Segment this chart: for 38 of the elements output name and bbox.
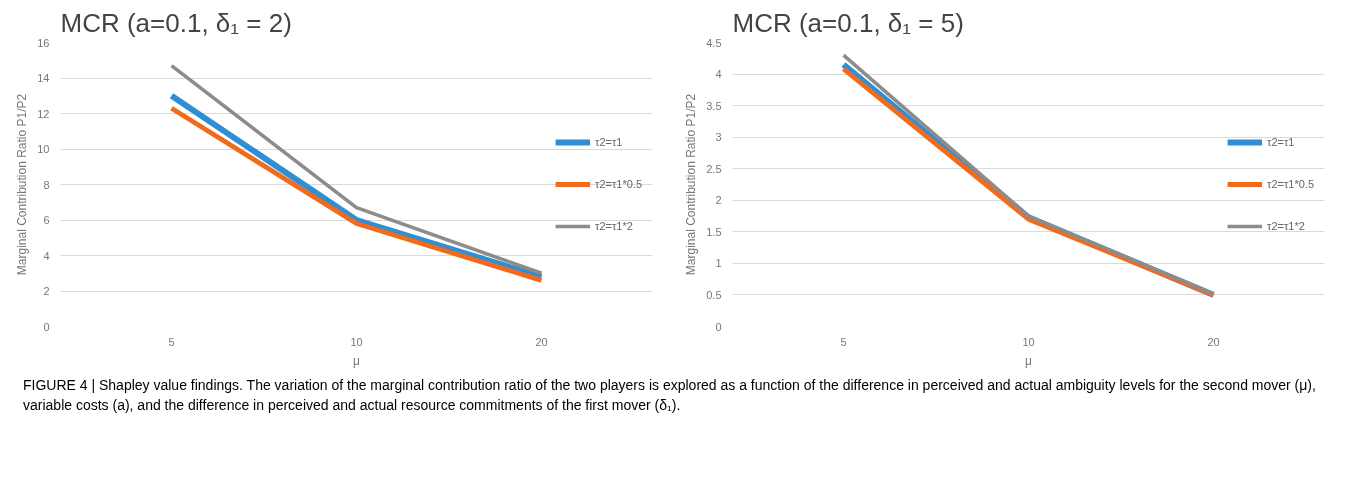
legend-label: τ2=τ1*2 (1267, 220, 1305, 232)
chart-title: MCR (a=0.1, δ₁ = 5) (732, 7, 964, 38)
x-tick-label: 10 (350, 335, 363, 348)
y-axis-title: Marginal Contribution Ratio P1/P2 (15, 93, 30, 276)
y-tick-label: 0 (43, 320, 50, 333)
y-tick-label: 8 (43, 178, 50, 191)
y-tick-label: 4 (715, 68, 722, 81)
y-tick-label: 2.5 (706, 162, 722, 175)
y-tick-label: 6 (43, 214, 50, 226)
legend-label: τ2=τ1 (1267, 136, 1295, 148)
y-tick-label: 1 (715, 257, 722, 270)
legend-label: τ2=τ1*0.5 (1267, 178, 1314, 190)
y-tick-label: 2 (715, 194, 722, 207)
y-tick-label: 14 (37, 72, 50, 84)
caption: FIGURE 4 | Shapley value findings. The variation of the marginal contribution ratio of the two players is explored as a function of the difference in perceived and actual ambiguity levels for the second mover (μ), variable costs (a), and the difference in perceived and actual resource commitments of the first mover (δ₁). (23, 376, 1317, 415)
y-tick-label: 16 (37, 36, 50, 49)
legend-label: τ2=τ1 (595, 136, 623, 148)
legend-label: τ2=τ1*0.5 (595, 178, 642, 190)
y-tick-label: 0.5 (706, 288, 722, 301)
x-tick-label: 5 (840, 335, 847, 348)
y-axis-title: Marginal Contribution Ratio P1/P2 (684, 93, 699, 276)
x-tick-label: 20 (1207, 335, 1220, 348)
legend-label: τ2=τ1*2 (595, 220, 633, 232)
y-tick-label: 2 (43, 285, 50, 297)
x-tick-label: 5 (168, 335, 175, 348)
y-tick-label: 12 (37, 107, 50, 120)
chart-title: MCR (a=0.1, δ₁ = 2) (60, 7, 292, 38)
x-axis-title: μ (1025, 353, 1033, 368)
x-tick-label: 10 (1022, 335, 1035, 348)
y-tick-label: 4.5 (706, 36, 722, 49)
x-axis-title: μ (353, 353, 361, 368)
y-tick-label: 0 (715, 320, 722, 333)
y-tick-label: 1.5 (706, 225, 722, 238)
y-tick-label: 10 (37, 143, 50, 155)
y-tick-label: 3.5 (706, 99, 722, 112)
y-tick-label: 4 (43, 249, 50, 262)
x-tick-label: 20 (535, 335, 548, 348)
y-tick-label: 3 (715, 131, 722, 144)
